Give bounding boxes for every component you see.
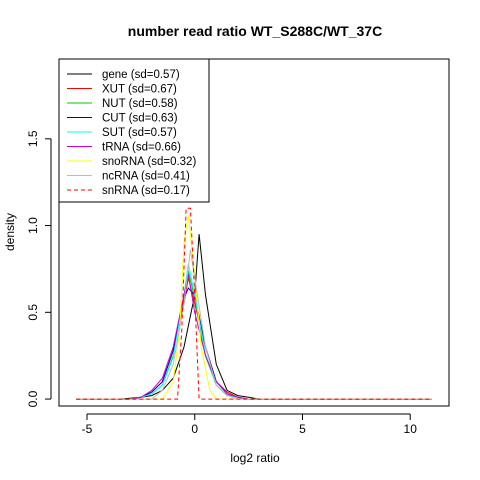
x-tick-label: 10 [404,422,418,436]
series-line-8 [76,207,432,400]
legend-box [58,58,210,203]
chart-title: number read ratio WT_S288C/WT_37C [128,23,382,39]
y-tick-label: 0.5 [26,304,40,321]
x-tick-label: 5 [299,422,306,436]
legend: gene (sd=0.57) XUT (sd=0.67) NUT (sd=0.58)… [58,58,210,203]
series-line-0 [76,234,432,400]
x-tick-label: 0 [191,422,198,436]
y-axis-label: density [3,213,17,251]
legend-label: ncRNA (sd=0.41) [102,171,190,183]
legend-label: CUT (sd=0.63) [102,113,178,125]
plot-frame [58,58,450,407]
x-axis-label: log2 ratio [230,451,280,465]
x-tick-label: -5 [82,422,93,436]
x-axis: -5 0 5 10 [82,413,418,436]
legend-label: gene (sd=0.57) [102,69,180,81]
series-line-5 [76,273,432,400]
legend-label: NUT (sd=0.58) [102,98,178,110]
legend-label: snRNA (sd=0.17) [102,185,190,197]
series-line-6 [76,215,432,400]
legend-label: XUT (sd=0.67) [102,84,177,96]
legend-label: tRNA (sd=0.66) [102,142,181,154]
y-tick-label: 1.0 [26,217,40,234]
y-tick-label: 1.5 [26,130,40,147]
legend-label: SUT (sd=0.57) [102,127,177,139]
y-axis: 0.0 0.5 1.0 1.5 [26,130,52,407]
series-line-7 [76,249,432,400]
y-tick-label: 0.0 [26,390,40,407]
series-layer [76,207,432,400]
legend-label: snoRNA (sd=0.32) [102,156,196,168]
